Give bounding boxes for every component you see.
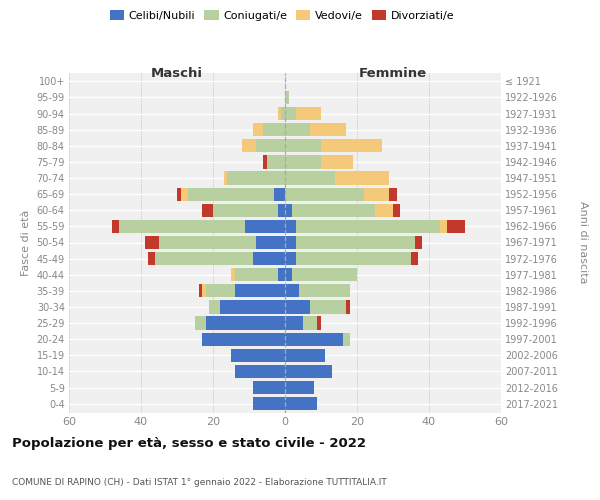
Bar bbox=[195, 316, 206, 330]
Bar bbox=[321, 156, 353, 168]
Bar bbox=[227, 172, 285, 184]
Bar bbox=[364, 188, 389, 201]
Bar bbox=[119, 220, 245, 233]
Bar bbox=[220, 300, 285, 314]
Bar bbox=[285, 139, 321, 152]
Bar bbox=[285, 204, 292, 217]
Bar bbox=[317, 316, 321, 330]
Bar bbox=[206, 316, 285, 330]
Bar bbox=[235, 365, 285, 378]
Bar bbox=[231, 348, 285, 362]
Bar bbox=[285, 252, 296, 265]
Y-axis label: Fasce di età: Fasce di età bbox=[21, 210, 31, 276]
Bar bbox=[285, 236, 296, 249]
Bar bbox=[256, 236, 285, 249]
Bar bbox=[375, 204, 393, 217]
Bar bbox=[343, 332, 350, 346]
Bar bbox=[393, 204, 400, 217]
Bar bbox=[285, 397, 317, 410]
Bar bbox=[278, 268, 285, 281]
Bar bbox=[177, 188, 181, 201]
Bar bbox=[253, 381, 285, 394]
Bar bbox=[296, 107, 321, 120]
Bar bbox=[440, 220, 447, 233]
Bar bbox=[285, 91, 289, 104]
Bar bbox=[235, 268, 278, 281]
Bar bbox=[285, 156, 321, 168]
Bar bbox=[209, 300, 220, 314]
Bar bbox=[148, 252, 155, 265]
Bar bbox=[299, 284, 350, 298]
Bar bbox=[296, 252, 411, 265]
Bar bbox=[253, 397, 285, 410]
Bar bbox=[285, 381, 314, 394]
Bar bbox=[267, 156, 285, 168]
Text: Maschi: Maschi bbox=[151, 67, 203, 80]
Bar bbox=[285, 188, 364, 201]
Bar bbox=[285, 268, 292, 281]
Bar bbox=[285, 123, 310, 136]
Bar bbox=[112, 220, 119, 233]
Bar bbox=[188, 188, 274, 201]
Bar bbox=[285, 332, 343, 346]
Bar bbox=[285, 365, 332, 378]
Bar bbox=[245, 220, 285, 233]
Bar bbox=[281, 107, 285, 120]
Legend: Celibi/Nubili, Coniugati/e, Vedovi/e, Divorziati/e: Celibi/Nubili, Coniugati/e, Vedovi/e, Di… bbox=[106, 6, 458, 25]
Bar bbox=[411, 252, 418, 265]
Bar bbox=[292, 204, 375, 217]
Bar bbox=[346, 300, 350, 314]
Bar bbox=[159, 236, 256, 249]
Bar bbox=[285, 220, 296, 233]
Bar bbox=[206, 284, 235, 298]
Bar bbox=[285, 300, 310, 314]
Text: Popolazione per età, sesso e stato civile - 2022: Popolazione per età, sesso e stato civil… bbox=[12, 438, 366, 450]
Bar bbox=[202, 204, 213, 217]
Bar bbox=[389, 188, 397, 201]
Bar bbox=[285, 348, 325, 362]
Bar bbox=[263, 123, 285, 136]
Bar bbox=[274, 188, 285, 201]
Bar bbox=[202, 284, 206, 298]
Bar bbox=[285, 284, 299, 298]
Bar bbox=[278, 204, 285, 217]
Bar bbox=[447, 220, 465, 233]
Bar bbox=[335, 172, 389, 184]
Bar bbox=[235, 284, 285, 298]
Bar bbox=[181, 188, 188, 201]
Bar bbox=[256, 139, 285, 152]
Bar bbox=[285, 172, 335, 184]
Bar bbox=[310, 300, 346, 314]
Bar bbox=[285, 316, 303, 330]
Bar bbox=[296, 236, 415, 249]
Bar bbox=[231, 268, 235, 281]
Bar bbox=[296, 220, 440, 233]
Bar bbox=[145, 236, 159, 249]
Bar bbox=[155, 252, 253, 265]
Bar bbox=[321, 139, 382, 152]
Bar bbox=[213, 204, 278, 217]
Text: Femmine: Femmine bbox=[359, 67, 427, 80]
Bar bbox=[242, 139, 256, 152]
Bar bbox=[285, 107, 296, 120]
Text: COMUNE DI RAPINO (CH) - Dati ISTAT 1° gennaio 2022 - Elaborazione TUTTITALIA.IT: COMUNE DI RAPINO (CH) - Dati ISTAT 1° ge… bbox=[12, 478, 387, 487]
Y-axis label: Anni di nascita: Anni di nascita bbox=[578, 201, 587, 283]
Bar bbox=[253, 252, 285, 265]
Bar bbox=[292, 268, 357, 281]
Bar bbox=[278, 107, 281, 120]
Bar bbox=[415, 236, 422, 249]
Bar bbox=[199, 284, 202, 298]
Bar bbox=[253, 123, 263, 136]
Bar bbox=[310, 123, 346, 136]
Bar bbox=[202, 332, 285, 346]
Bar bbox=[303, 316, 317, 330]
Bar bbox=[263, 156, 267, 168]
Bar bbox=[224, 172, 227, 184]
